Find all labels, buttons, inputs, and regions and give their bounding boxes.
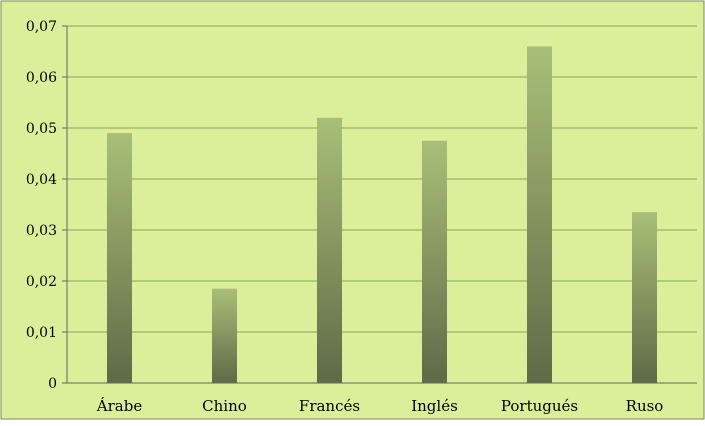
bar (107, 133, 132, 383)
y-tick-label: 0,02 (26, 274, 57, 290)
x-tick-label: Portugués (501, 397, 578, 415)
bar (422, 140, 447, 383)
y-tick-label: 0,04 (26, 172, 57, 188)
y-tick-label: 0,05 (26, 121, 57, 137)
y-tick-label: 0,06 (26, 70, 57, 86)
x-tick-label: Francés (299, 397, 360, 415)
x-tick-label: Árabe (96, 397, 143, 415)
x-tick-label: Ruso (626, 397, 664, 415)
gridlines (67, 25, 697, 333)
y-tick-label: 0,07 (26, 19, 57, 35)
y-tick-labels: 0 0,01 0,02 0,03 0,04 0,05 0,06 0,07 (26, 19, 67, 392)
x-tick-label: Chino (202, 397, 247, 415)
y-tick-label: 0,01 (26, 325, 57, 341)
y-tick-label: 0 (48, 376, 57, 392)
x-tick-label: Inglés (411, 397, 458, 415)
bar (632, 212, 657, 383)
y-tick-label: 0,03 (26, 223, 57, 239)
x-tick-labels: Árabe Chino Francés Inglés Portugués Ruso (96, 397, 664, 415)
bar (212, 288, 237, 383)
bars (107, 46, 657, 384)
axes (66, 26, 697, 384)
bar (527, 46, 552, 384)
bar (317, 117, 342, 384)
